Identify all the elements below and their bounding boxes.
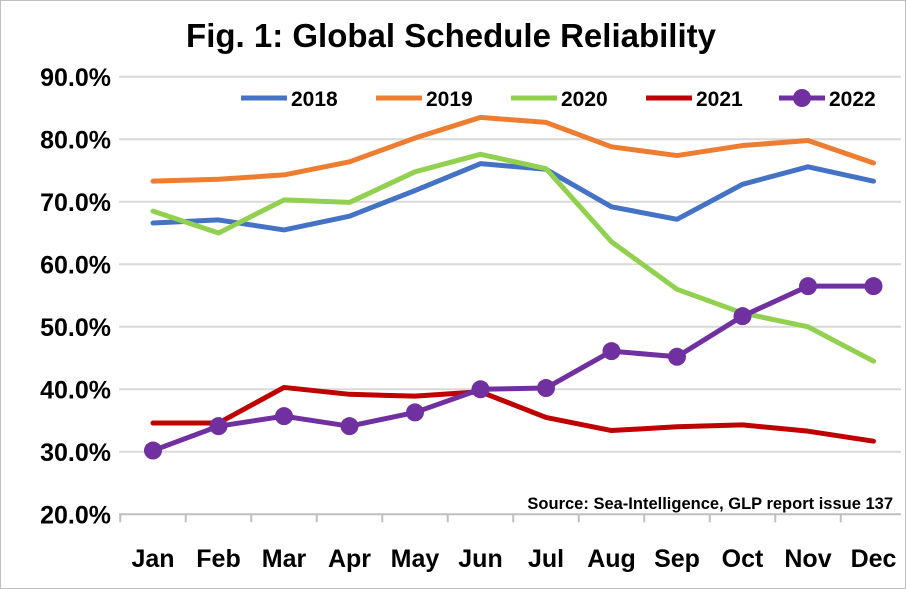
x-tick-label: Apr [328,545,371,573]
x-tick-label: Dec [851,545,897,573]
y-tick-label: 40.0% [40,376,111,404]
data-point [209,417,228,436]
data-point [602,342,621,361]
x-tick-label: Feb [196,545,240,573]
data-point [799,277,817,296]
legend-item-2021: 2021 [646,88,743,111]
x-tick-label: Oct [722,545,764,573]
y-tick-label: 20.0% [40,501,111,529]
data-point [275,407,293,426]
x-tick-label: Nov [784,545,831,573]
x-tick-label: Aug [587,545,636,573]
data-point [406,403,424,422]
legend-label: 2021 [696,88,743,111]
data-point [733,307,752,326]
legend-label: 2022 [829,88,876,111]
legend-item-2019: 2019 [376,88,473,111]
x-tick-label: Jun [458,545,502,573]
series-line-2021 [150,384,876,444]
legend-label: 2018 [291,88,338,111]
data-point [537,379,555,398]
data-point [144,441,162,460]
data-point [864,277,883,296]
series-line-2019 [150,114,876,184]
x-tick-label: Jan [131,545,174,573]
y-tick-label: 70.0% [40,189,111,217]
series-2021 [150,384,876,444]
x-tick-label: Jul [528,545,564,573]
y-tick-label: 30.0% [40,439,111,467]
legend-item-2022: 2022 [779,88,876,111]
legend-label: 2020 [561,88,608,111]
legend-marker [793,89,811,107]
y-tick-label: 80.0% [40,126,111,154]
data-point [668,347,686,366]
data-point [340,417,359,436]
series-line-2018 [150,161,876,233]
x-tick-label: Mar [262,545,307,573]
data-point [471,380,490,399]
legend-item-2020: 2020 [511,88,608,111]
y-tick-label: 50.0% [40,314,111,342]
y-tick-label: 90.0% [40,64,111,92]
series-2018 [150,161,876,233]
x-tick-label: Sep [654,545,700,573]
series-2022 [144,277,883,460]
source-annotation: Source: Sea-Intelligence, GLP report iss… [527,495,893,513]
x-tick-label: May [391,545,440,573]
chart-title: Fig. 1: Global Schedule Reliability [186,17,717,54]
series-line-2020 [150,151,876,364]
legend-item-2018: 2018 [241,88,338,111]
series-2019 [150,114,876,184]
series-2020 [150,151,876,364]
legend-label: 2019 [426,88,473,111]
series-line-2022 [150,283,876,454]
y-tick-label: 60.0% [40,251,111,279]
